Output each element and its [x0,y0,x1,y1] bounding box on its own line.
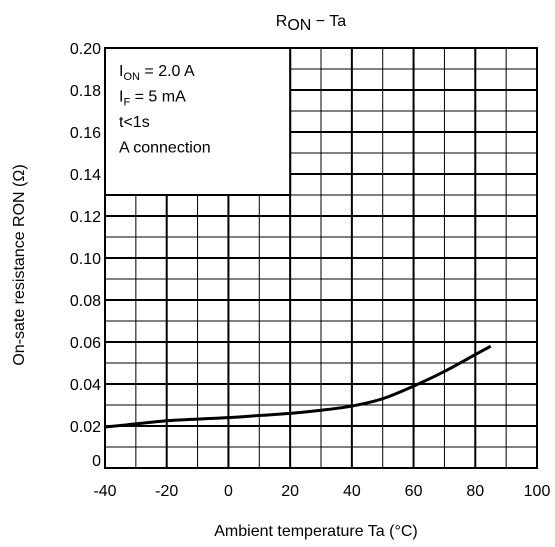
plot-frame [104,47,538,469]
y-tick-label: 0.16 [70,125,101,142]
x-tick-label: 20 [281,483,299,500]
y-tick-label: 0.18 [70,83,101,100]
y-tick-label: 0.10 [70,251,101,268]
x-axis-tick-labels: -40 -20 0 20 40 60 80 100 [93,483,550,500]
y-tick-label: 0.08 [70,293,101,310]
x-tick-label: 60 [405,483,423,500]
x-tick-label: -40 [93,483,116,500]
condition-line-sub: ON [123,71,140,83]
major-gridlines [104,47,538,469]
x-tick-label: 0 [224,483,233,500]
x-tick-label: 100 [524,483,551,500]
condition-line-main: I [119,89,123,106]
y-tick-label: 0 [92,453,101,470]
condition-line-rest: = 5 mA [130,89,186,106]
condition-line: ION = 2.0 A [119,63,195,83]
y-tick-label: 0.02 [70,419,101,436]
chart-title-rest: − Ta [311,13,346,30]
condition-line: IF = 5 mA [119,89,186,109]
condition-line-main: A connection [119,140,211,157]
y-tick-label: 0.12 [70,209,101,226]
x-tick-label: -20 [155,483,178,500]
x-tick-label: 80 [466,483,484,500]
condition-line-main: t<1s [119,114,150,131]
condition-line-sub: F [123,97,130,109]
y-tick-label: 0.14 [70,167,101,184]
chart-title-main: R [276,13,288,30]
chart-title: RON − Ta [276,13,347,34]
condition-line: t<1s [119,114,150,131]
x-tick-label: 40 [343,483,361,500]
condition-line: A connection [119,140,211,157]
y-tick-label: 0.04 [70,377,101,394]
condition-line-main: I [119,63,123,80]
y-axis-tick-labels: 0 0.02 0.04 0.06 0.08 0.10 0.12 0.14 0.16 0.18 0.2… [70,41,101,470]
y-tick-label: 0.20 [70,41,101,58]
x-axis-label: Ambient temperature Ta (°C) [214,523,418,540]
y-axis-label: On-sate resistance RON (Ω) [11,164,28,365]
chart-title-sub: ON [287,17,311,34]
condition-line-rest: = 2.0 A [140,63,195,80]
y-tick-label: 0.06 [70,335,101,352]
condition-box-frame [104,47,292,196]
ron-curve [104,344,492,429]
condition-legend-box: ION = 2.0 AIF = 5 mAt<1sA connection [104,47,292,196]
series-group [104,344,492,429]
